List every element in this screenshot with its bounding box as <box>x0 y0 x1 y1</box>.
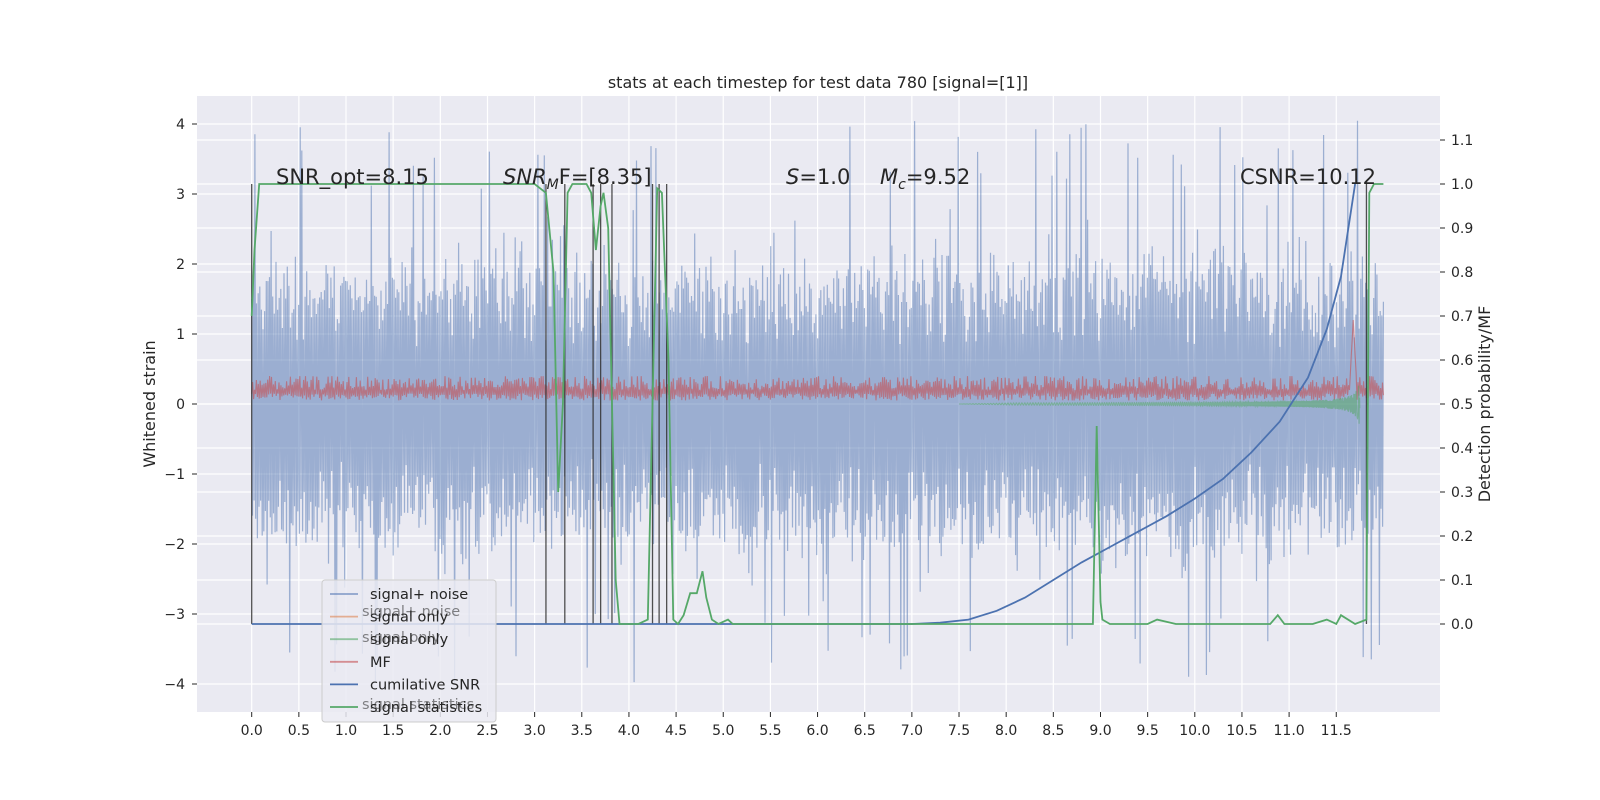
x-tick-label: 10.5 <box>1226 723 1257 739</box>
y-axis-right-title: Detection probability/MF <box>1475 306 1494 503</box>
legend-label: signal only <box>370 632 449 648</box>
x-tick-label: 5.5 <box>759 723 781 739</box>
x-tick-label: 0.5 <box>288 723 310 739</box>
annotation-mc-rest: =9.52 <box>906 165 970 189</box>
y-left-tick-label: −2 <box>164 537 185 553</box>
y-right-tick-label: 1.1 <box>1451 133 1473 149</box>
x-tick-label: 0.0 <box>241 723 263 739</box>
chart-title: stats at each timestep for test data 780… <box>608 73 1028 92</box>
mf-line <box>251 319 1384 401</box>
x-tick-label: 7.5 <box>948 723 970 739</box>
y-left-tick-label: −3 <box>164 607 185 623</box>
y-right-tick-label: 0.4 <box>1451 441 1473 457</box>
signal-only-line <box>959 385 1361 424</box>
y-axis-left-title: Whitened strain <box>140 340 159 467</box>
annotation-csnr: CSNR=10.12 <box>1240 165 1376 189</box>
x-tick-label: 9.0 <box>1089 723 1111 739</box>
cumilative-snr-line <box>251 183 1356 625</box>
x-tick-label: 1.5 <box>382 723 404 739</box>
y-right-tick-label: 0.5 <box>1451 397 1473 413</box>
y-right-tick-label: 0.1 <box>1451 573 1473 589</box>
legend-label: MF <box>370 655 391 671</box>
right-axis-series <box>250 183 1384 626</box>
legend-ghost-label: signal+ noise <box>362 604 460 620</box>
signal-only-series <box>959 385 1361 424</box>
x-tick-label: 1.0 <box>335 723 357 739</box>
x-tick-label: 6.0 <box>806 723 828 739</box>
y-right-tick-label: 0.7 <box>1451 309 1473 325</box>
x-tick-label: 3.5 <box>571 723 593 739</box>
x-tick-label: 4.5 <box>665 723 687 739</box>
x-tick-label: 11.0 <box>1274 723 1305 739</box>
annotation-s-rest: =1.0 <box>799 165 850 189</box>
legend-ghost-label: signal only <box>362 630 441 646</box>
y-left-tick-label: 4 <box>176 117 185 133</box>
y-right-tick-label: 0.0 <box>1451 617 1473 633</box>
annotation-snr-mf-main: SNR <box>503 165 547 189</box>
x-tick-label: 10.0 <box>1179 723 1210 739</box>
annotation-snr-opt: SNR_opt=8.15 <box>276 165 429 190</box>
y-right-tick-label: 1.0 <box>1451 177 1473 193</box>
annotation-snr-mf-rest: F=[8.35] <box>559 165 652 189</box>
annotation-mc: Mc=9.52 <box>880 165 970 193</box>
y-right-tick-label: 0.3 <box>1451 485 1473 501</box>
y-left-tick-label: 1 <box>176 327 185 343</box>
y-right-tick-label: 0.9 <box>1451 221 1473 237</box>
y-right-tick-label: 0.6 <box>1451 353 1473 369</box>
y-right-tick-label: 0.2 <box>1451 529 1473 545</box>
signal-noise-series <box>251 120 1385 685</box>
legend-ghost-label: signal statistics <box>362 697 474 713</box>
y-left-tick-label: −1 <box>164 467 185 483</box>
x-tick-label: 4.0 <box>618 723 640 739</box>
y-right-tick-label: 0.8 <box>1451 265 1473 281</box>
y-left-tick-label: −4 <box>164 677 185 693</box>
x-tick-label: 9.5 <box>1137 723 1159 739</box>
annotation-mc-main: M <box>880 165 898 189</box>
x-tick-label: 8.5 <box>1042 723 1064 739</box>
y-left-tick-label: 3 <box>176 187 185 203</box>
axis-ticks: 0.0 0.5 1.0 1.5 2.0 2.5 3.0 3.5 4.0 4.5 5.0 5.5 6.0 6… <box>164 117 1473 739</box>
x-tick-label: 7.0 <box>901 723 923 739</box>
legend-label: cumilative SNR <box>370 677 480 693</box>
x-tick-label: 5.0 <box>712 723 734 739</box>
annotation-s: S=1.0 <box>786 165 850 189</box>
annotation-snr-mf: SNRMF=[8.35] <box>503 165 652 193</box>
legend-box <box>321 579 497 723</box>
legend-label: signal statistics <box>370 700 482 716</box>
x-tick-label: 2.5 <box>476 723 498 739</box>
legend-label: signal+ noise <box>370 587 468 603</box>
x-tick-label: 8.0 <box>995 723 1017 739</box>
annotation-s-main: S <box>786 165 799 189</box>
x-tick-label: 2.0 <box>429 723 451 739</box>
signal-statistics-line <box>250 183 1384 626</box>
y-left-tick-label: 0 <box>176 397 185 413</box>
x-tick-label: 3.0 <box>523 723 545 739</box>
x-tick-label: 11.5 <box>1321 723 1352 739</box>
annotation-mc-sub: c <box>898 177 906 193</box>
y-left-tick-label: 2 <box>176 257 185 273</box>
legend-label: signal only <box>370 610 449 626</box>
annotation-snr-mf-sub: M <box>547 177 559 193</box>
mf-series <box>251 319 1384 401</box>
signal-noise-line <box>251 120 1385 685</box>
x-tick-label: 6.5 <box>854 723 876 739</box>
